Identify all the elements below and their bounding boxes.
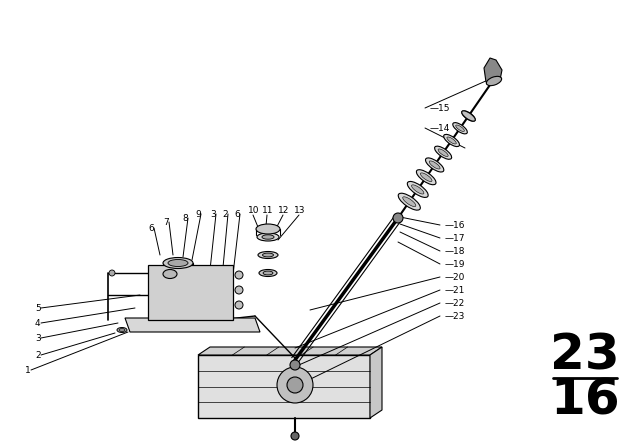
Text: 13: 13 [294, 206, 305, 215]
Circle shape [290, 360, 300, 370]
Text: 9: 9 [195, 210, 201, 219]
Ellipse shape [163, 270, 177, 279]
Text: 10: 10 [248, 206, 259, 215]
Ellipse shape [486, 76, 502, 86]
Text: —14: —14 [430, 124, 451, 133]
Ellipse shape [429, 161, 440, 169]
Ellipse shape [262, 235, 274, 239]
Circle shape [235, 286, 243, 294]
Ellipse shape [461, 111, 476, 121]
Ellipse shape [438, 149, 448, 156]
Polygon shape [370, 347, 382, 418]
Ellipse shape [119, 328, 125, 332]
Text: 5: 5 [35, 303, 41, 313]
Text: 7: 7 [163, 217, 169, 227]
Ellipse shape [456, 125, 465, 131]
Text: —18: —18 [445, 246, 465, 255]
Ellipse shape [398, 193, 420, 210]
Text: —17: —17 [445, 233, 465, 242]
Text: —22: —22 [445, 298, 465, 307]
Polygon shape [198, 347, 382, 355]
Text: 4: 4 [35, 319, 40, 327]
Text: —15: —15 [430, 103, 451, 112]
Text: 11: 11 [262, 206, 273, 215]
Text: 1: 1 [25, 366, 31, 375]
Text: —16: —16 [445, 220, 465, 229]
Text: —23: —23 [445, 311, 465, 320]
Ellipse shape [462, 111, 475, 121]
Ellipse shape [256, 224, 280, 234]
Text: 6: 6 [148, 224, 154, 233]
Text: 2: 2 [35, 350, 40, 359]
Ellipse shape [420, 173, 432, 181]
Circle shape [235, 301, 243, 309]
Ellipse shape [426, 158, 444, 172]
Ellipse shape [117, 327, 127, 332]
Ellipse shape [263, 271, 273, 275]
Ellipse shape [417, 170, 436, 185]
Ellipse shape [163, 258, 193, 268]
Polygon shape [125, 318, 260, 332]
Text: 12: 12 [278, 206, 289, 215]
Polygon shape [148, 265, 233, 320]
Circle shape [277, 367, 313, 403]
Ellipse shape [403, 197, 416, 207]
Ellipse shape [262, 253, 273, 257]
Polygon shape [484, 58, 502, 82]
Ellipse shape [444, 134, 460, 146]
Ellipse shape [435, 146, 452, 159]
Ellipse shape [259, 270, 277, 276]
Circle shape [235, 271, 243, 279]
Text: 8: 8 [182, 214, 188, 223]
Ellipse shape [168, 259, 188, 267]
Text: 23: 23 [550, 331, 620, 379]
Circle shape [393, 213, 403, 223]
Text: 6: 6 [234, 210, 240, 219]
Text: 3: 3 [210, 210, 216, 219]
Circle shape [291, 432, 299, 440]
Circle shape [287, 377, 303, 393]
Ellipse shape [447, 137, 456, 144]
Text: 2: 2 [222, 210, 228, 219]
Ellipse shape [452, 123, 467, 134]
Polygon shape [198, 355, 370, 418]
Text: 3: 3 [35, 333, 41, 343]
Ellipse shape [258, 251, 278, 258]
Circle shape [109, 270, 115, 276]
Ellipse shape [465, 113, 472, 119]
Text: 16: 16 [550, 376, 620, 424]
Text: —20: —20 [445, 272, 465, 281]
Ellipse shape [257, 233, 279, 241]
Ellipse shape [412, 185, 424, 194]
Text: —21: —21 [445, 285, 465, 294]
Text: —19: —19 [445, 259, 465, 268]
Ellipse shape [407, 181, 428, 198]
